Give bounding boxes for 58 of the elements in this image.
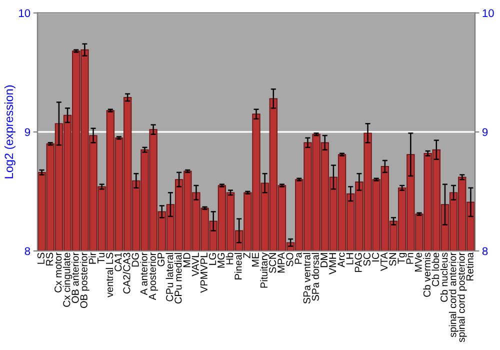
x-tick-label: Tu xyxy=(98,253,105,264)
y-tick-label: 9 xyxy=(24,128,30,136)
y2-tick-label: 9 xyxy=(482,128,488,136)
x-tick-label: Retina xyxy=(466,252,474,280)
x-tick-label: OB posterior xyxy=(80,252,90,308)
x-tick-label: SN xyxy=(389,253,396,266)
x-tick-label: Hb xyxy=(226,252,234,264)
x-tick-label: A anterior xyxy=(140,252,148,296)
x-tick-label: DG xyxy=(132,253,139,267)
x-tick-label: Pineal xyxy=(234,253,242,280)
y2-tick-label: 8 xyxy=(482,247,488,256)
x-tick-label: VAVL xyxy=(192,252,199,276)
y-tick-label: 10 xyxy=(19,9,30,18)
x-tick-label: IC xyxy=(372,252,380,262)
x-tick-label: Cb lobe xyxy=(432,252,440,286)
x-tick-label: LH xyxy=(346,253,354,264)
x-tick-label: ME xyxy=(252,252,259,267)
x-tick-label: DM xyxy=(320,253,328,268)
x-tick-label: GP xyxy=(157,252,165,266)
x-tick-label: LS xyxy=(37,252,44,264)
x-tick-label: PAG xyxy=(354,253,362,272)
y2-tick-label: 10 xyxy=(482,9,494,18)
x-tick-label: Pa xyxy=(294,252,302,264)
x-tick-label: RS xyxy=(46,252,54,266)
x-tick-label: Pituitary xyxy=(260,252,270,288)
x-tick-label: Cx cingulate xyxy=(62,252,72,307)
x-tick-label: MD xyxy=(183,252,190,268)
x-tick-label: SO xyxy=(286,252,294,266)
x-tick-label: OB anterior xyxy=(71,252,79,303)
x-tick-label: MG xyxy=(218,253,225,268)
x-tick-label: CPu lateral xyxy=(166,253,174,302)
x-tick-label: MVe xyxy=(414,252,422,272)
x-tick-label: Arc xyxy=(338,252,345,268)
x-tick-label: SCN xyxy=(269,253,276,273)
x-tick-label: CA1 xyxy=(114,252,122,272)
x-tick-label: MPA xyxy=(278,252,285,272)
x-tick-label: Z xyxy=(243,252,250,258)
x-tick-label: SPa dorsal xyxy=(312,253,319,301)
x-tick-label: VTA xyxy=(380,252,388,272)
x-tick-label: Tg xyxy=(398,252,407,264)
x-tick-label: Cb vermis xyxy=(423,252,431,297)
x-tick-label: Cb nucleus xyxy=(440,252,448,302)
x-tick-label: spinal cord posterior xyxy=(457,252,467,342)
x-tick-label: CPu medial xyxy=(174,253,182,304)
x-tick-label: VMH xyxy=(329,253,336,275)
x-tick-label: ventral LS xyxy=(106,252,114,298)
x-tick-label: VPMVPL xyxy=(200,252,208,293)
x-tick-label: SPa ventral xyxy=(303,253,310,304)
x-tick-label: spinal cord anterior xyxy=(448,252,458,338)
x-tick-label: Cx motor xyxy=(54,252,62,292)
x-tick-label: LG xyxy=(208,253,216,265)
x-tick-label: SC xyxy=(363,252,370,266)
x-tick-label: CA2/CA3 xyxy=(122,252,130,294)
x-tick-label: Pir xyxy=(88,252,96,264)
y-axis-title: Log2 (expression) xyxy=(4,85,16,178)
y-tick-label: 8 xyxy=(24,247,30,256)
x-tick-label: Pn xyxy=(406,252,414,264)
x-tick-label: A posterior xyxy=(148,252,158,300)
